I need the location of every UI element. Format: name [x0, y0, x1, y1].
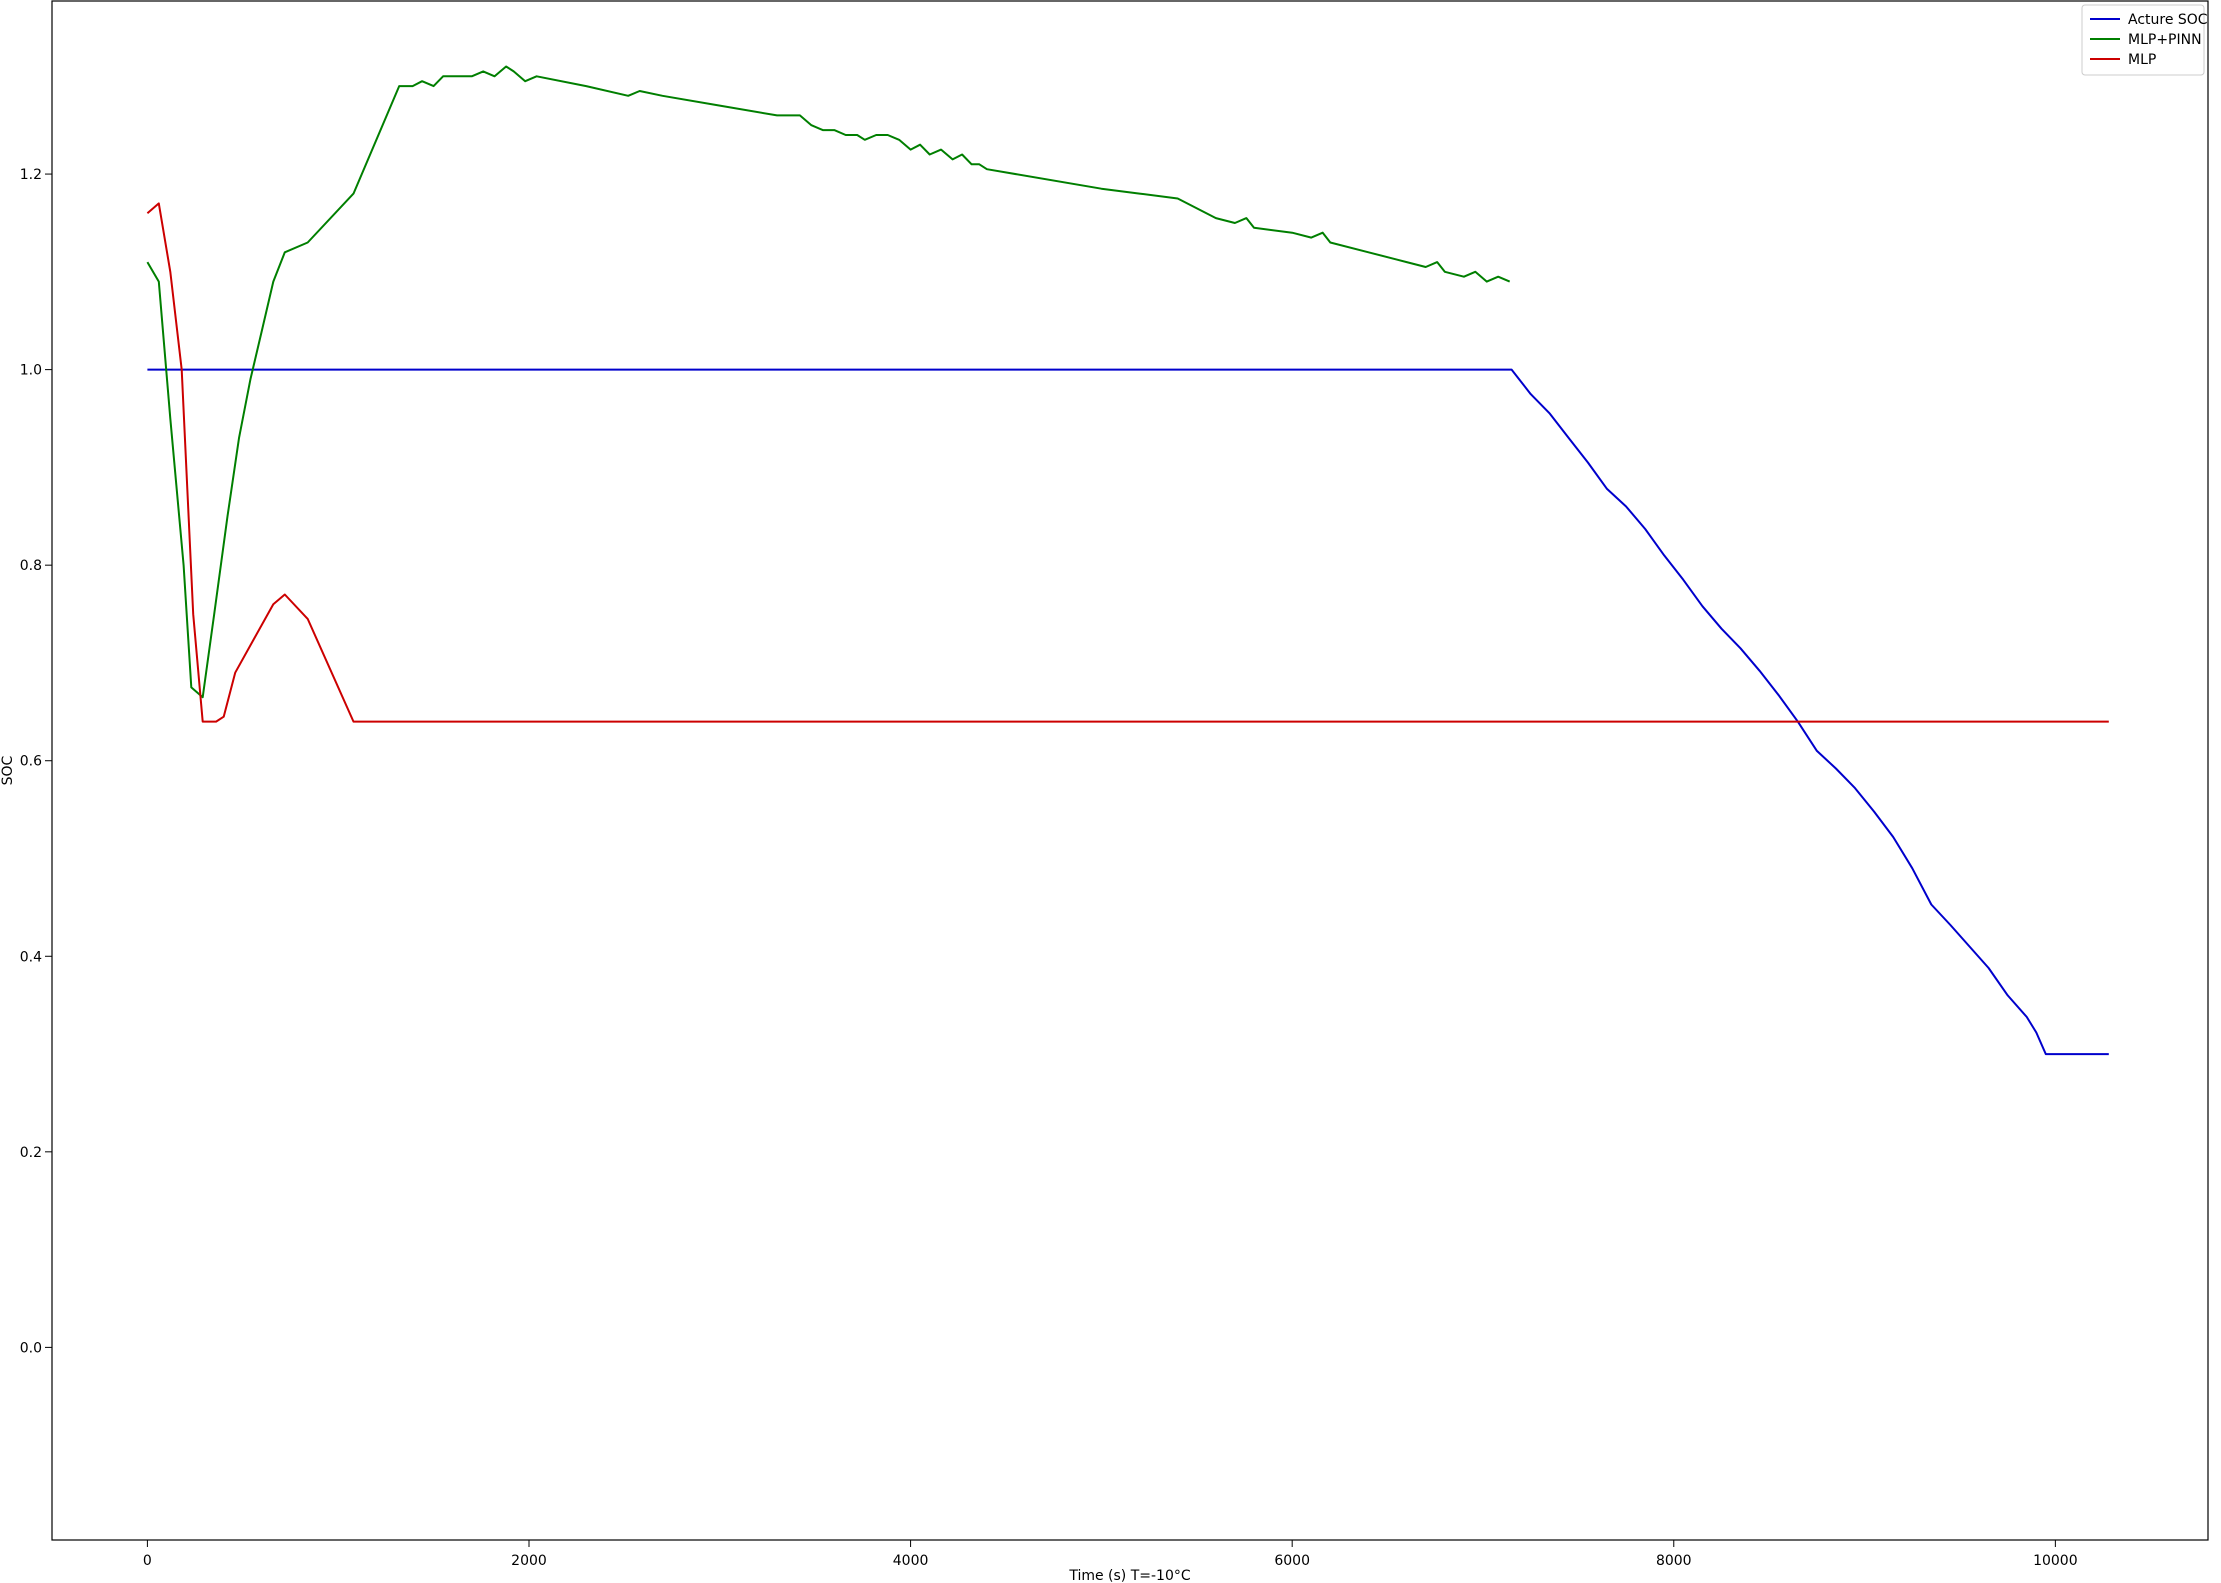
series-line-acture-soc	[147, 368, 2109, 1056]
y-axis-ticks: 0.0 0.2 0.4 0.6 0.8 1.0 1.2	[20, 167, 52, 1356]
x-axis-ticks: 0 2000 4000 6000 8000 10000	[143, 1540, 2078, 1569]
x-tick-label: 0	[143, 1553, 152, 1569]
legend-label: MLP+PINN	[2128, 32, 2202, 48]
plot-area: 0 2000 4000 6000 8000 10000 0.0 0.2 0.4 0.6 0.8 1.…	[20, 0, 2209, 1569]
legend: Acture SOC MLP+PINN MLP	[2081, 4, 2208, 76]
x-axis-label: Time (s) T=-10°C	[1068, 1568, 1191, 1583]
legend-label: Acture SOC	[2128, 12, 2208, 28]
series-layer	[146, 65, 2109, 1056]
y-tick-label: 0.2	[20, 1145, 42, 1161]
x-tick-label: 8000	[1656, 1553, 1692, 1569]
axes-frame	[51, 0, 2209, 1541]
series-line-mlp-pinn	[146, 65, 1511, 699]
y-tick-label: 0.0	[20, 1340, 42, 1356]
y-tick-label: 1.0	[20, 363, 42, 379]
y-axis-label: SOC	[0, 755, 16, 785]
series-line-mlp	[146, 202, 2109, 723]
y-tick-label: 1.2	[20, 167, 42, 183]
x-tick-label: 4000	[893, 1553, 929, 1569]
x-tick-label: 6000	[1274, 1553, 1310, 1569]
y-tick-label: 0.6	[20, 754, 42, 770]
legend-box	[2081, 4, 2205, 76]
y-tick-label: 0.8	[20, 558, 42, 574]
y-tick-label: 0.4	[20, 949, 42, 965]
x-tick-label: 2000	[511, 1553, 547, 1569]
x-tick-label: 10000	[2033, 1553, 2078, 1569]
legend-label: MLP	[2128, 52, 2156, 68]
